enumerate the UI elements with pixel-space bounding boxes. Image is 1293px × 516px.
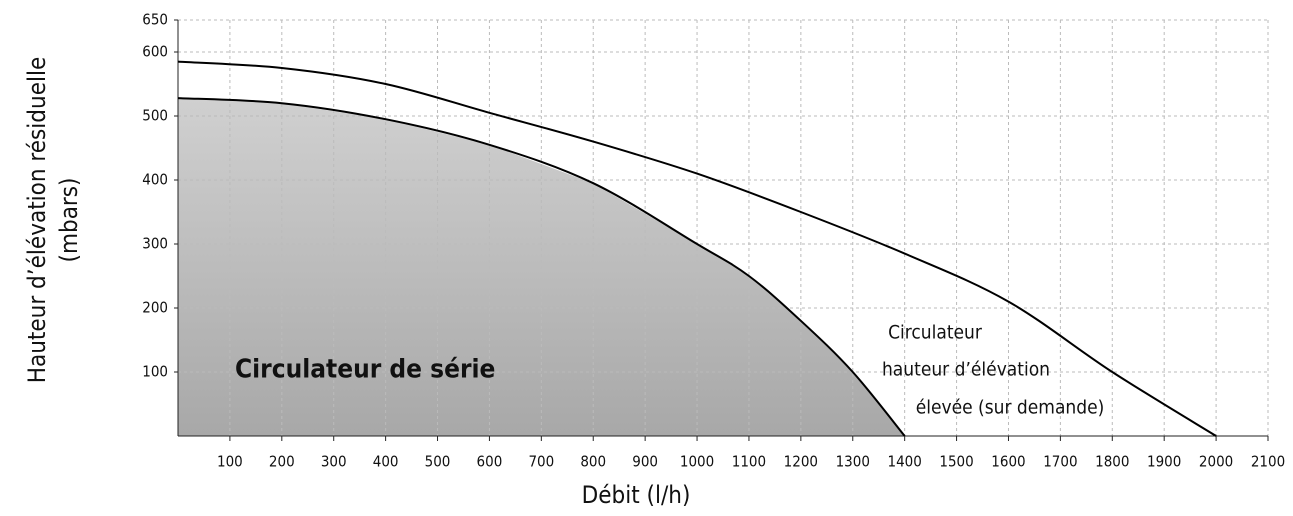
x-tick-label: 2000 bbox=[1199, 453, 1233, 471]
y-tick-label: 300 bbox=[142, 235, 168, 253]
series-label: hauteur d’élévation bbox=[882, 359, 1050, 381]
y-tick-label: 650 bbox=[142, 11, 168, 29]
x-tick-label: 600 bbox=[477, 453, 503, 471]
x-tick-label: 500 bbox=[425, 453, 451, 471]
x-tick-label: 100 bbox=[217, 453, 243, 471]
x-tick-label: 2100 bbox=[1251, 453, 1285, 471]
x-tick-label: 1500 bbox=[939, 453, 973, 471]
series-label: élevée (sur demande) bbox=[916, 397, 1105, 419]
x-tick-label: 1700 bbox=[1043, 453, 1077, 471]
x-tick-label: 200 bbox=[269, 453, 295, 471]
x-tick-label: 300 bbox=[321, 453, 347, 471]
x-tick-label: 900 bbox=[632, 453, 658, 471]
y-tick-label: 100 bbox=[142, 363, 168, 381]
x-tick-label: 1800 bbox=[1095, 453, 1129, 471]
x-tick-label: 1100 bbox=[732, 453, 766, 471]
x-tick-label: 1400 bbox=[887, 453, 921, 471]
x-axis-label: Débit (l/h) bbox=[582, 481, 691, 509]
y-tick-label: 200 bbox=[142, 299, 168, 317]
y-axis-label: Hauteur d’élévation résiduelle bbox=[23, 57, 51, 384]
y-axis-label: (mbars) bbox=[55, 178, 83, 263]
x-tick-label: 700 bbox=[528, 453, 554, 471]
y-tick-label: 500 bbox=[142, 107, 168, 125]
x-tick-label: 1000 bbox=[680, 453, 714, 471]
x-tick-label: 1300 bbox=[836, 453, 870, 471]
x-tick-label: 1600 bbox=[991, 453, 1025, 471]
series-label: Circulateur bbox=[888, 322, 983, 344]
line bbox=[177, 60, 1217, 437]
x-tick-label: 1200 bbox=[784, 453, 818, 471]
y-tick-label: 400 bbox=[142, 171, 168, 189]
y-tick-label: 600 bbox=[142, 43, 168, 61]
series-label: Circulateur de série bbox=[235, 355, 495, 385]
x-tick-label: 1900 bbox=[1147, 453, 1181, 471]
x-tick-label: 800 bbox=[580, 453, 606, 471]
x-tick-label: 400 bbox=[373, 453, 399, 471]
line bbox=[177, 97, 906, 437]
